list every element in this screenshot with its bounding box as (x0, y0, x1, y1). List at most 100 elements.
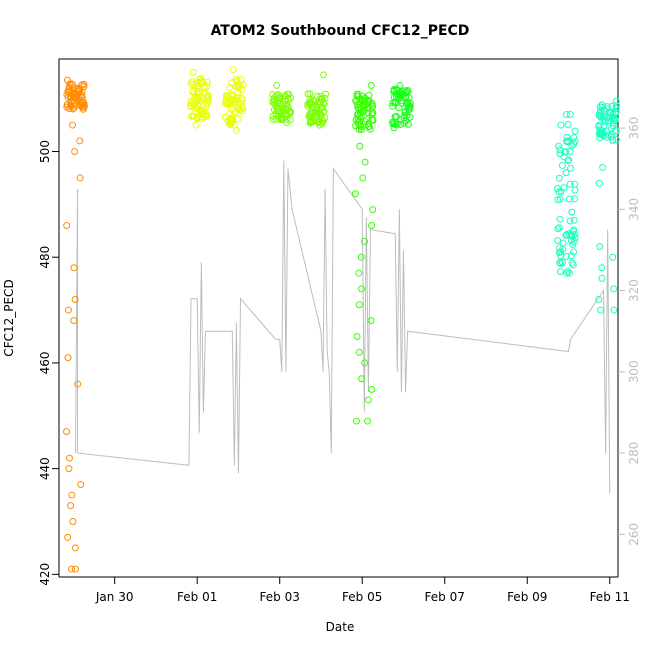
point-8-58 (596, 130, 604, 138)
series-2 (221, 66, 247, 134)
point-7-42 (559, 239, 567, 247)
y-tick-label-3: 480 (38, 246, 52, 269)
point-1-54 (203, 100, 211, 108)
point-0-56 (63, 101, 71, 109)
point-7-41 (556, 244, 564, 252)
point-7-60 (565, 269, 573, 277)
x-tick-label-4: Feb 07 (425, 590, 465, 604)
point-5-52 (355, 125, 363, 133)
point-6-50 (395, 95, 403, 103)
point-7-66 (570, 216, 578, 224)
point-7-40 (555, 224, 563, 232)
point-5-68 (353, 333, 361, 340)
point-2-57 (235, 104, 243, 112)
point-2-60 (232, 126, 240, 134)
point-2-24 (231, 110, 239, 118)
point-5-73 (357, 253, 365, 261)
point-7-12 (562, 252, 570, 260)
point-7-25 (570, 226, 578, 234)
point-7-46 (564, 120, 572, 128)
point-7-9 (558, 161, 566, 169)
point-6-26 (397, 120, 405, 128)
y-tick-label-4: 500 (38, 140, 52, 163)
point-0-85 (74, 84, 82, 92)
point-7-62 (563, 269, 571, 277)
y2-tick-label-5: 360 (627, 117, 641, 140)
point-1-55 (194, 82, 202, 90)
point-4-43 (318, 95, 326, 103)
point-7-34 (564, 157, 572, 165)
point-2-29 (221, 99, 229, 107)
point-7-71 (564, 137, 572, 145)
point-0-62 (68, 565, 76, 573)
x-tick-label-0: Jan 30 (95, 590, 134, 604)
point-5-62 (364, 417, 372, 425)
point-5-69 (367, 317, 375, 325)
point-5-61 (367, 81, 375, 89)
point-8-53 (612, 127, 620, 135)
point-8-49 (605, 131, 613, 139)
x-tick-label-6: Feb 11 (590, 590, 630, 604)
point-8-47 (596, 134, 604, 142)
point-1-56 (190, 112, 198, 120)
point-1-53 (203, 78, 211, 86)
point-4-39 (320, 100, 328, 108)
point-7-21 (567, 164, 575, 172)
point-5-39 (352, 97, 360, 105)
point-0-57 (63, 103, 71, 111)
series-6 (389, 81, 414, 132)
x-tick-label-5: Feb 09 (507, 590, 547, 604)
series-7 (553, 111, 579, 277)
point-7-43 (557, 259, 565, 267)
point-5-72 (355, 269, 363, 277)
point-5-67 (355, 348, 363, 356)
point-0-80 (71, 148, 79, 155)
point-0-54 (78, 88, 86, 96)
point-4-50 (309, 117, 317, 125)
point-7-2 (555, 142, 563, 150)
point-5-65 (358, 375, 366, 383)
point-5-57 (369, 109, 377, 117)
point-1-58 (204, 91, 212, 99)
secondary-line (75, 160, 611, 494)
point-0-68 (77, 481, 85, 488)
point-8-37 (602, 105, 610, 113)
point-5-49 (356, 118, 364, 126)
point-8-65 (598, 274, 606, 282)
point-2-48 (238, 96, 246, 104)
point-5-51 (354, 103, 362, 111)
x-tick-label-3: Feb 05 (342, 590, 382, 604)
point-1-43 (196, 96, 204, 104)
point-8-67 (609, 253, 617, 261)
point-7-14 (554, 196, 562, 204)
point-5-66 (361, 359, 369, 367)
point-2-59 (226, 84, 234, 92)
point-3-42 (278, 113, 286, 121)
point-3-58 (274, 107, 282, 115)
plot-frame (58, 58, 619, 578)
point-7-68 (553, 185, 561, 192)
point-7-15 (570, 133, 578, 141)
point-6-60 (390, 124, 398, 132)
point-3-51 (285, 90, 293, 98)
x-axis-label: Date (326, 620, 355, 634)
point-7-52 (566, 217, 574, 225)
point-6-45 (389, 120, 397, 128)
point-0-64 (64, 533, 72, 541)
point-6-47 (390, 93, 398, 101)
point-2-43 (234, 89, 242, 97)
point-8-55 (611, 109, 619, 117)
series-3 (269, 81, 295, 126)
point-6-55 (402, 94, 410, 102)
point-3-54 (275, 95, 283, 103)
point-6-39 (401, 107, 409, 115)
series-5 (351, 81, 377, 425)
point-2-35 (239, 81, 247, 89)
point-7-63 (556, 259, 564, 266)
point-8-64 (610, 285, 618, 293)
point-6-54 (390, 86, 398, 94)
x-tick-label-1: Feb 01 (177, 590, 217, 604)
point-6-56 (391, 113, 399, 121)
point-0-61 (63, 76, 71, 84)
point-0-63 (71, 544, 79, 552)
